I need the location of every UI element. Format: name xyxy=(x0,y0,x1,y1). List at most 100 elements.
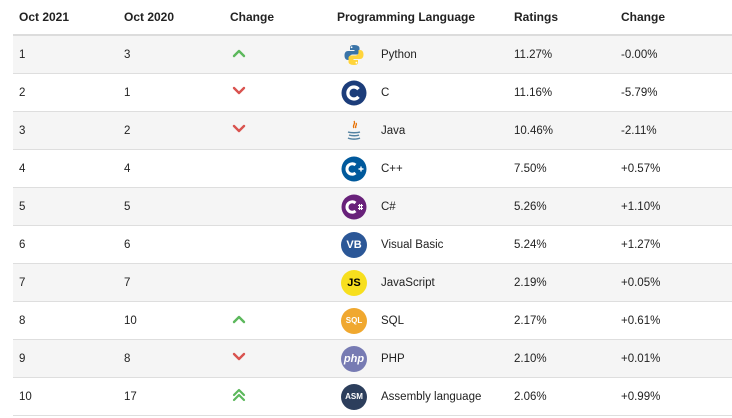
rating-value: 10.46% xyxy=(508,111,615,150)
rating-value: 2.17% xyxy=(508,301,615,340)
rank-oct-2020: 7 xyxy=(118,263,224,302)
table-row[interactable]: 10 17 ASM Assembly language 2.06% +0.99% xyxy=(13,377,732,416)
language-name[interactable]: C++ xyxy=(381,162,403,175)
rank-oct-2020: 3 xyxy=(118,35,224,74)
chevron-up-icon xyxy=(232,314,246,324)
rating-value: 7.50% xyxy=(508,149,615,188)
language-cell: C++ xyxy=(331,149,508,188)
rank-oct-2020: 6 xyxy=(118,225,224,264)
language-name[interactable]: Python xyxy=(381,48,417,61)
header-programming-language[interactable]: Programming Language xyxy=(331,0,508,36)
rating-change-value: +1.10% xyxy=(615,187,732,226)
rating-change-value: +0.99% xyxy=(615,377,732,416)
rank-oct-2020: 1 xyxy=(118,73,224,112)
language-cell: C xyxy=(331,73,508,112)
language-name[interactable]: Java xyxy=(381,124,406,137)
table-row[interactable]: 7 7 JS JavaScript 2.19% +0.05% xyxy=(13,263,732,302)
double-chevron-up-icon xyxy=(232,388,246,402)
rank-change-cell xyxy=(224,225,331,264)
language-name[interactable]: C xyxy=(381,86,390,99)
language-cell: C# xyxy=(331,187,508,226)
rank-oct-2020: 4 xyxy=(118,149,224,188)
header-oct-2020[interactable]: Oct 2020 xyxy=(118,0,224,36)
rank-change-cell xyxy=(224,73,331,112)
rank-oct-2021: 4 xyxy=(13,149,118,188)
language-cell: SQL SQL xyxy=(331,301,508,340)
table-row[interactable]: 5 5 C# 5.26% +1.10% xyxy=(13,187,732,226)
rating-value: 2.06% xyxy=(508,377,615,416)
language-name[interactable]: PHP xyxy=(381,352,405,365)
rank-change-cell xyxy=(224,377,331,416)
table-row[interactable]: 8 10 SQL SQL 2.17% +0.61% xyxy=(13,301,732,340)
rank-oct-2021: 9 xyxy=(13,339,118,378)
php-logo-icon-label: php xyxy=(341,345,367,372)
table-row[interactable]: 6 6 VB Visual Basic 5.24% +1.27% xyxy=(13,225,732,264)
php-logo-icon: php xyxy=(341,345,367,372)
rank-oct-2020: 2 xyxy=(118,111,224,150)
rating-change-value: -2.11% xyxy=(615,111,732,150)
table-row[interactable]: 4 4 C++ 7.50% +0.57% xyxy=(13,149,732,188)
header-oct-2021[interactable]: Oct 2021 xyxy=(13,0,118,36)
rank-oct-2021: 1 xyxy=(13,35,118,74)
sql-logo-icon-label: SQL xyxy=(341,307,367,334)
rank-oct-2021: 6 xyxy=(13,225,118,264)
csharp-logo-icon xyxy=(341,194,367,220)
rank-change-cell xyxy=(224,301,331,340)
rating-change-value: +0.61% xyxy=(615,301,732,340)
rank-oct-2020: 5 xyxy=(118,187,224,226)
language-name[interactable]: SQL xyxy=(381,314,405,327)
language-name[interactable]: Visual Basic xyxy=(381,238,444,251)
header-change[interactable]: Change xyxy=(224,0,331,36)
rank-oct-2020: 10 xyxy=(118,301,224,340)
rank-oct-2020: 17 xyxy=(118,377,224,416)
table-header-row: Oct 2021 Oct 2020 Change Programming Lan… xyxy=(13,0,732,36)
assembly-logo-icon-label: ASM xyxy=(341,383,367,410)
rank-change-cell xyxy=(224,35,331,74)
rank-oct-2020: 8 xyxy=(118,339,224,378)
language-name[interactable]: Assembly language xyxy=(381,390,482,403)
rating-value: 2.19% xyxy=(508,263,615,302)
table-row[interactable]: 2 1 C 11.16% -5.79% xyxy=(13,73,732,112)
javascript-logo-icon-label: JS xyxy=(341,269,367,296)
rating-change-value: +0.57% xyxy=(615,149,732,188)
rank-oct-2021: 10 xyxy=(13,377,118,416)
language-cell: ASM Assembly language xyxy=(331,377,508,416)
c-logo-icon xyxy=(341,80,367,106)
rank-oct-2021: 5 xyxy=(13,187,118,226)
language-name[interactable]: JavaScript xyxy=(381,276,435,289)
header-ratings-change[interactable]: Change xyxy=(615,0,732,36)
chevron-down-icon xyxy=(232,352,246,362)
rank-oct-2021: 8 xyxy=(13,301,118,340)
language-cell: php PHP xyxy=(331,339,508,378)
visual-basic-logo-icon: VB xyxy=(341,231,367,258)
java-logo-icon xyxy=(341,118,367,144)
language-cell: VB Visual Basic xyxy=(331,225,508,264)
header-ratings[interactable]: Ratings xyxy=(508,0,615,36)
rank-change-cell xyxy=(224,149,331,188)
table-row[interactable]: 9 8 php PHP 2.10% +0.01% xyxy=(13,339,732,378)
javascript-logo-icon: JS xyxy=(341,269,367,296)
python-logo-icon xyxy=(341,42,367,68)
rating-value: 2.10% xyxy=(508,339,615,378)
rating-change-value: +0.01% xyxy=(615,339,732,378)
rank-oct-2021: 2 xyxy=(13,73,118,112)
cpp-logo-icon xyxy=(341,156,367,182)
rating-value: 11.27% xyxy=(508,35,615,74)
table-row[interactable]: 1 3 Python 11.27% -0.00% xyxy=(13,35,732,74)
visual-basic-logo-icon-label: VB xyxy=(341,231,367,258)
table-row[interactable]: 3 2 Java 10.46% -2.11% xyxy=(13,111,732,150)
rating-change-value: -5.79% xyxy=(615,73,732,112)
tiobe-ranking-table: Oct 2021 Oct 2020 Change Programming Lan… xyxy=(13,0,732,416)
rank-change-cell xyxy=(224,263,331,302)
sql-logo-icon: SQL xyxy=(341,307,367,334)
assembly-logo-icon: ASM xyxy=(341,383,367,410)
chevron-up-icon xyxy=(232,48,246,58)
language-cell: Java xyxy=(331,111,508,150)
rating-change-value: -0.00% xyxy=(615,35,732,74)
language-cell: JS JavaScript xyxy=(331,263,508,302)
language-name[interactable]: C# xyxy=(381,200,396,213)
chevron-down-icon xyxy=(232,86,246,96)
rating-value: 5.26% xyxy=(508,187,615,226)
rank-change-cell xyxy=(224,111,331,150)
rating-value: 5.24% xyxy=(508,225,615,264)
